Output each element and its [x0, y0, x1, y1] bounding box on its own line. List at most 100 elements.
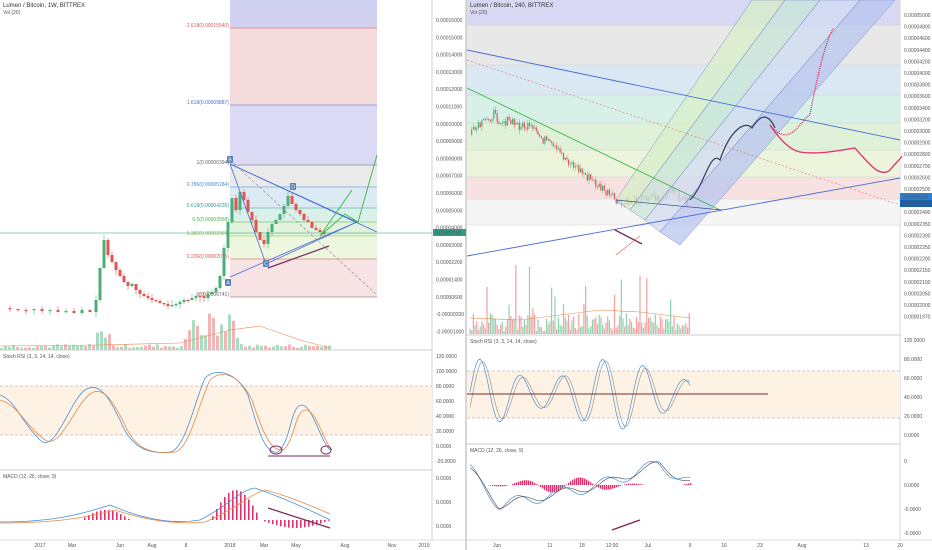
- price-axis-label: 0.00002000: [904, 303, 931, 309]
- candle: [198, 296, 202, 298]
- volume-bar: [624, 326, 626, 334]
- macd-histogram-bar: [602, 485, 604, 490]
- volume-bar: [76, 345, 79, 350]
- candle: [522, 122, 524, 127]
- candle: [588, 174, 590, 181]
- volume-bar: [556, 329, 558, 334]
- volume-bar: [488, 322, 490, 334]
- x-axis-label: Jun: [493, 543, 501, 549]
- candle: [571, 162, 573, 164]
- candle: [234, 198, 238, 210]
- volume-bar: [513, 318, 515, 334]
- current-price-value: 0.00003153: [902, 195, 929, 201]
- price-axis-label: 0.00002300: [904, 233, 931, 239]
- fib-level-label: 0(0.00000741): [196, 292, 229, 298]
- volume-bar: [36, 346, 39, 350]
- volume-bar: [632, 327, 634, 334]
- volume-bar: [264, 345, 267, 350]
- projection-line: [319, 154, 378, 237]
- stoch-axis-label: 120.0000: [436, 354, 457, 360]
- price-axis-label: 0.00007000: [436, 174, 463, 180]
- macd-histogram-bar: [528, 480, 530, 485]
- volume-bar: [658, 327, 660, 334]
- volume-bar: [208, 313, 211, 350]
- macd-histogram-bar: [228, 492, 230, 520]
- volume-bar: [28, 347, 31, 350]
- volume-bar: [644, 322, 646, 334]
- price-axis-label: 0.00002500: [904, 187, 931, 193]
- macd-histogram-bar: [216, 508, 218, 520]
- candle: [583, 173, 585, 174]
- candle: [194, 296, 198, 298]
- volume-bar: [579, 327, 582, 334]
- macd-histogram-bar: [116, 512, 118, 520]
- wave-marker: [290, 183, 296, 190]
- macd-axis-label: 0.0000: [436, 500, 452, 506]
- candle: [218, 276, 222, 288]
- candle: [94, 300, 98, 312]
- volume-bar: [8, 346, 11, 350]
- volume-bar: [676, 323, 678, 334]
- candle: [48, 310, 52, 312]
- candle: [214, 288, 218, 292]
- left-macd-label: MACD (12, 26, close, 9): [3, 474, 57, 480]
- volume-bar: [573, 316, 575, 334]
- volume-bar: [200, 335, 203, 350]
- macd-histogram-bar: [576, 477, 578, 485]
- volume-ma-line: [469, 309, 691, 321]
- macd-histogram-bar: [224, 496, 226, 520]
- candle: [298, 210, 302, 214]
- volume-bar: [515, 265, 517, 334]
- right-macd-label: MACD (12, 26, close, 9): [470, 448, 524, 454]
- volume-bar: [52, 345, 55, 350]
- volume-bar: [523, 320, 525, 334]
- candle: [525, 128, 527, 130]
- volume-bar: [56, 344, 59, 350]
- price-axis-label: 0.00001400: [436, 278, 463, 284]
- candle: [270, 224, 274, 232]
- volume-bar: [617, 325, 619, 334]
- macd-histogram-bar: [84, 517, 86, 520]
- volume-bar: [481, 321, 483, 334]
- volume-bar: [272, 346, 275, 350]
- volume-bar: [188, 330, 191, 350]
- macd-histogram-bar: [588, 480, 590, 485]
- right-stoch-label: Stoch RSI (3, 3, 14, 14, close): [470, 339, 537, 345]
- macd-histogram-bar: [506, 485, 508, 486]
- price-axis-label: 0.00004400: [904, 48, 931, 54]
- macd-histogram-bar: [124, 516, 126, 520]
- price-axis-label: 0.00014000: [436, 53, 463, 59]
- volume-bar: [651, 321, 653, 334]
- macd-histogram-bar: [612, 485, 614, 489]
- candle: [118, 270, 122, 276]
- volume-bar: [540, 327, 542, 334]
- stoch-axis-label: 60.0000: [436, 399, 454, 405]
- volume-bar: [653, 322, 655, 334]
- volume-bar: [508, 304, 510, 334]
- volume-bar: [596, 324, 599, 334]
- volume-bar: [636, 317, 638, 334]
- volume-bar: [484, 328, 486, 334]
- macd-histogram-bar: [584, 478, 586, 485]
- volume-bar: [501, 321, 503, 334]
- volume-bar: [84, 346, 87, 350]
- descending-trendline: [466, 87, 721, 211]
- stoch-axis-label: 60.0000: [904, 376, 922, 382]
- candle: [106, 240, 110, 255]
- volume-bar: [625, 313, 627, 334]
- price-axis-label: 0.00002700: [904, 164, 931, 170]
- fib-level-label: 0.786(0.00005184): [187, 182, 230, 188]
- volume-bar: [675, 329, 677, 334]
- volume-bar: [288, 344, 291, 350]
- candle: [242, 192, 246, 200]
- volume-bar: [276, 344, 279, 350]
- macd-histogram-bar: [626, 484, 628, 485]
- macd-histogram-bar: [592, 483, 594, 485]
- volume-bar: [622, 318, 624, 334]
- macd-histogram-bar: [526, 480, 528, 485]
- candle: [486, 119, 488, 120]
- volume-bar: [476, 321, 478, 334]
- candle: [515, 122, 517, 126]
